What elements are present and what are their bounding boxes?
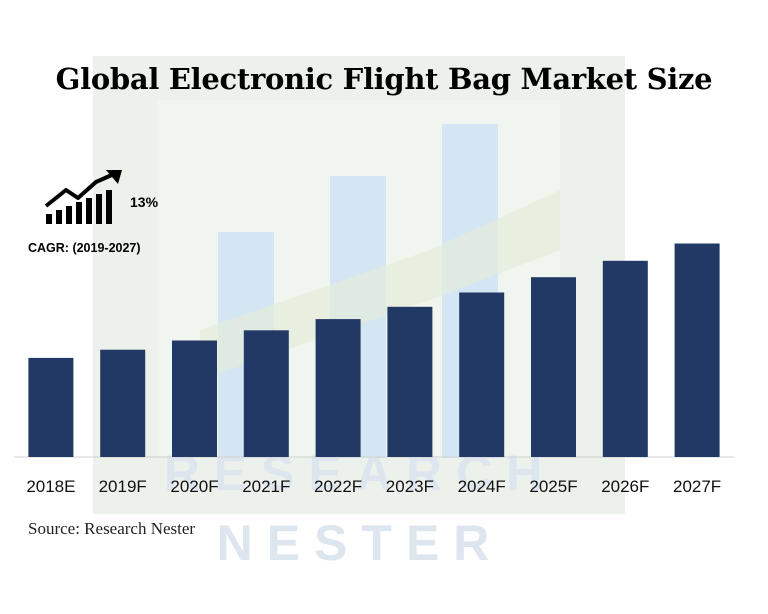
tick-label-2019F: 2019F (99, 477, 147, 496)
bar-2024F (459, 292, 505, 457)
tick-label-2027F: 2027F (673, 477, 721, 496)
bar-2026F (602, 260, 648, 457)
bar-2022F (315, 319, 361, 457)
tick-label-2026F: 2026F (601, 477, 649, 496)
bar-2019F (100, 349, 146, 457)
tick-label-2021F: 2021F (242, 477, 290, 496)
watermark-text-2: NESTER (217, 515, 504, 571)
bar-2025F (531, 277, 576, 457)
bar-2021F (243, 330, 289, 457)
tick-labels-group: 2018E 2019F 2020F 2021F 2022F 2023F 2024F 2025F… (26, 477, 721, 496)
bar-2020F (172, 340, 217, 457)
tick-label-2020F: 2020F (170, 477, 218, 496)
tick-label-2018E: 2018E (26, 477, 75, 496)
cagr-value: 13% (130, 194, 159, 210)
bar-2027F (674, 243, 720, 457)
bar-2023F (387, 306, 433, 457)
bar-2018E (28, 357, 74, 457)
source-note: Source: Research Nester (28, 519, 196, 538)
tick-label-2025F: 2025F (529, 477, 577, 496)
tick-label-2023F: 2023F (386, 477, 434, 496)
cagr-label: CAGR: (2019-2027) (28, 241, 141, 255)
watermark-arrow (200, 190, 560, 380)
bars-group (28, 243, 720, 457)
growth-chart-icon (44, 170, 122, 224)
tick-label-2022F: 2022F (314, 477, 362, 496)
tick-label-2024F: 2024F (458, 477, 506, 496)
chart-title: Global Electronic Flight Bag Market Size (55, 62, 713, 96)
